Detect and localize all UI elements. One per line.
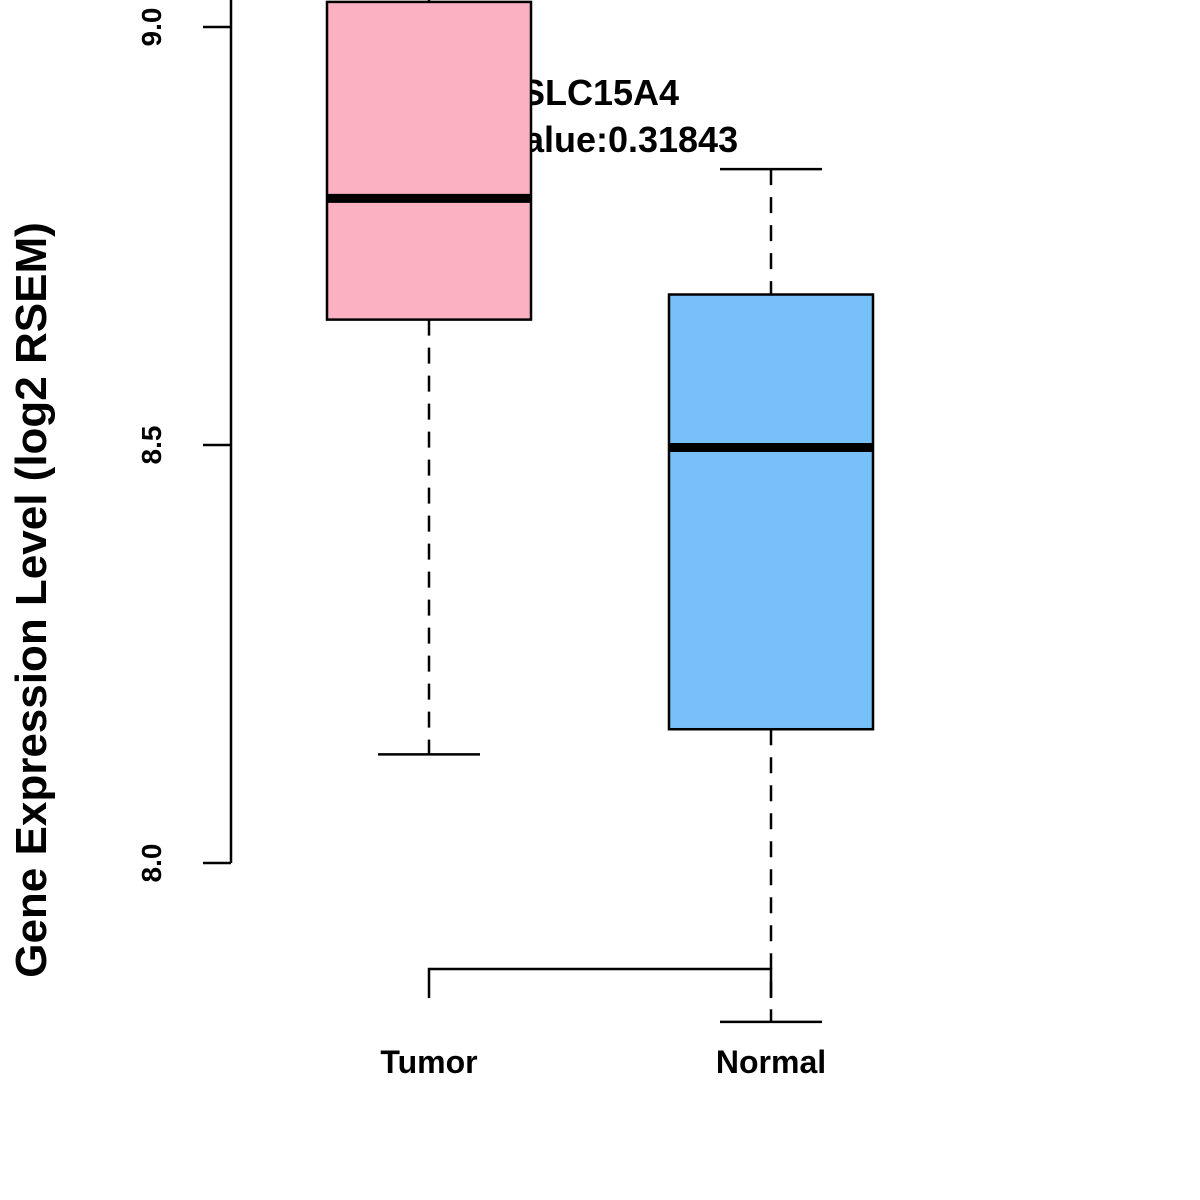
y-tick-label-2: 9.0 <box>136 8 167 47</box>
tumor-category-label: Tumor <box>380 1044 477 1080</box>
y-axis-label: Gene Expression Level (log2 RSEM) <box>7 222 56 978</box>
normal-box <box>667 293 875 731</box>
chart-title: SLC15A4 <box>521 72 679 113</box>
tumor-box <box>325 0 533 321</box>
comparison-bracket <box>427 967 773 998</box>
y-tick-label-0: 8.0 <box>136 844 167 883</box>
y-tick-label-1: 8.5 <box>136 426 167 465</box>
plot-area: 8.08.59.09.5TumorNormal <box>136 0 875 1080</box>
normal-category-label: Normal <box>716 1044 826 1080</box>
